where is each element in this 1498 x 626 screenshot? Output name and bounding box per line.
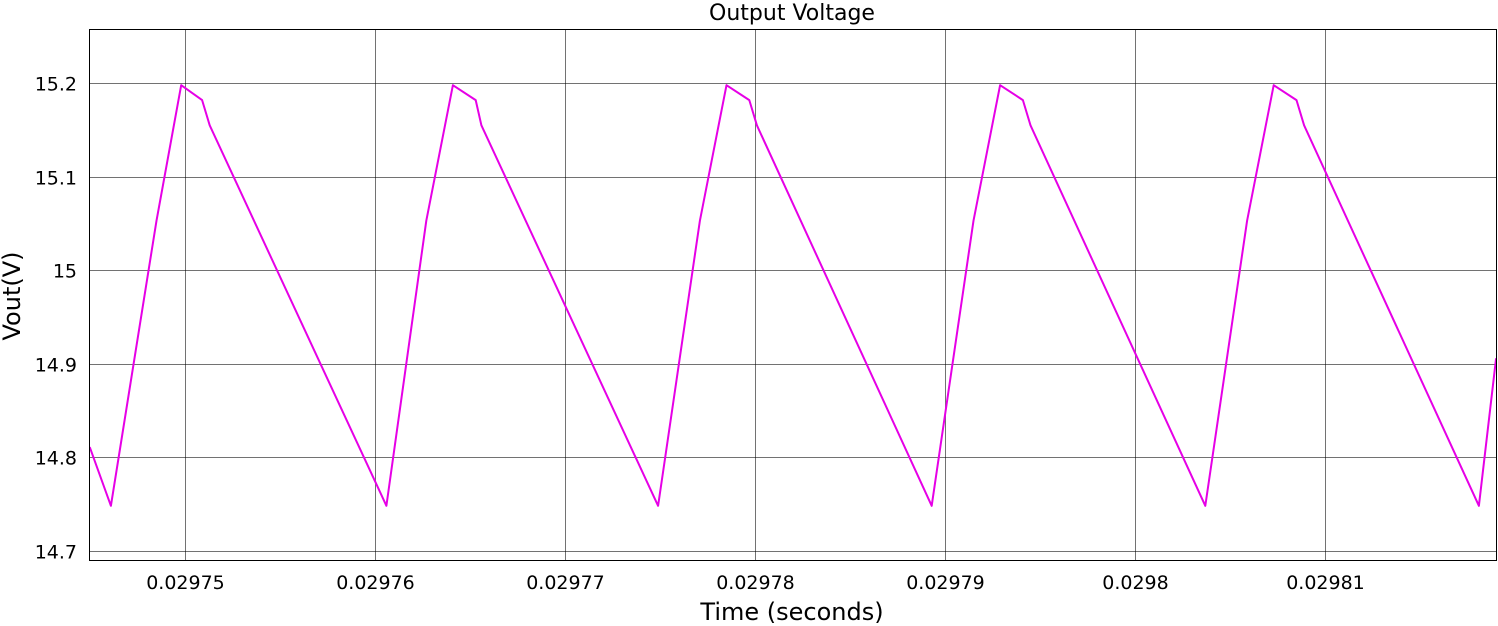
- y-tick-label: 14.7: [35, 542, 77, 564]
- y-tick-label: 15: [53, 261, 77, 283]
- x-tick-label: 0.02981: [1286, 572, 1365, 594]
- x-tick-label: 0.02977: [526, 572, 605, 594]
- series-line-vout: [89, 84, 1497, 507]
- x-tick-label: 0.02976: [336, 572, 415, 594]
- series-layer: [89, 84, 1497, 507]
- x-tick-label: 0.02975: [146, 572, 225, 594]
- plot-area-border: [89, 29, 1497, 561]
- chart-title: Output Voltage: [709, 1, 875, 26]
- y-tick-labels: 14.7 14.8 14.9 15 15.1 15.2: [35, 74, 77, 564]
- y-tick-label: 15.2: [35, 74, 77, 96]
- y-axis-label: Vout(V): [0, 251, 26, 340]
- x-tick-labels: 0.02975 0.02976 0.02977 0.02978 0.02979 0.029…: [146, 572, 1365, 594]
- x-tick-label: 0.0298: [1102, 572, 1168, 594]
- x-tick-label: 0.02978: [716, 572, 795, 594]
- x-axis-label: Time (seconds): [699, 598, 883, 626]
- grid-layer: [90, 30, 1496, 560]
- x-tick-label: 0.02979: [906, 572, 985, 594]
- y-tick-label: 14.9: [35, 355, 77, 377]
- y-tick-label: 15.1: [35, 168, 77, 190]
- y-tick-label: 14.8: [35, 448, 77, 470]
